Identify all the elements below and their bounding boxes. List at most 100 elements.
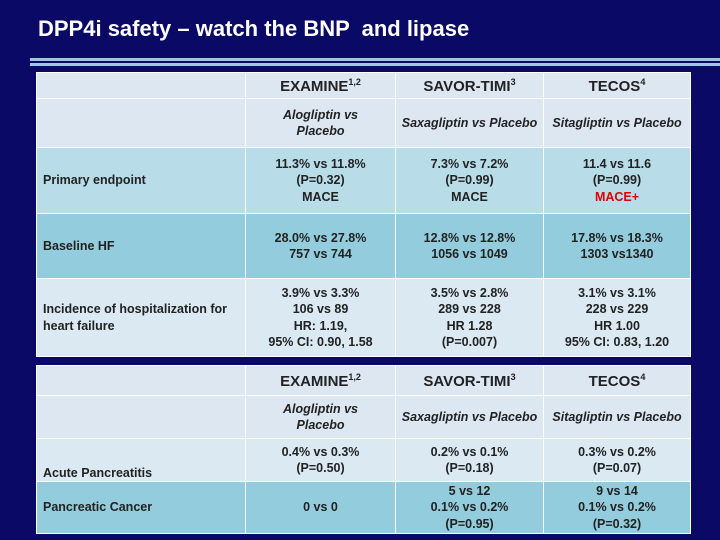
rule xyxy=(30,63,720,66)
cell-text: 1056 vs 1049 xyxy=(431,247,508,261)
cell: 3.9% vs 3.3% 106 vs 89 HR: 1.19, 95% CI: 0.… xyxy=(245,278,396,357)
cell-text: (P=0.50) xyxy=(296,461,345,475)
slide-title: DPP4i safety – watch the BNP and lipase xyxy=(38,16,470,41)
table: EXAMINE1,2 SAVOR-TIMI3 TECOS4 Alogliptin vs… xyxy=(36,72,691,357)
rule xyxy=(30,58,720,61)
cell-text: 3.5% vs 2.8% xyxy=(430,286,509,300)
row-label: Primary endpoint xyxy=(43,173,146,188)
cell: 11.4 vs 11.6 (P=0.99) MACE+ xyxy=(543,147,691,214)
row-label-cell: Baseline HF xyxy=(36,213,246,279)
row-label: Acute Pancreatitis xyxy=(43,465,153,480)
cell-text: 1303 vs1340 xyxy=(580,247,654,261)
cell: 3.1% vs 3.1% 228 vs 229 HR 1.00 95% CI: 0.8… xyxy=(543,278,691,357)
cell: 0.4% vs 0.3% (P=0.50) xyxy=(245,438,396,482)
cell-text: 28.0% vs 27.8% xyxy=(274,230,367,245)
cell-text: 12.8% vs 12.8% xyxy=(423,230,516,245)
cell-text: 11.4 vs 11.6 xyxy=(582,157,652,172)
cell-text: Placebo xyxy=(296,124,345,138)
header-label: EXAMINE xyxy=(280,372,349,390)
cell-text: 3.9% vs 3.3% xyxy=(281,286,360,300)
header-cell xyxy=(36,365,246,396)
row-label-cell xyxy=(36,98,246,148)
row: Incidence of hospitalization for heart f… xyxy=(36,278,691,357)
header-label: EXAMINE xyxy=(280,77,349,95)
cell-text: 0 vs 0 xyxy=(303,500,338,515)
cell-text: (P=0.18) xyxy=(445,461,494,475)
cell-text: 0.1% vs 0.2% xyxy=(578,500,656,515)
cell: Saxagliptin vs Placebo xyxy=(395,98,544,148)
row: Baseline HF 28.0% vs 27.8% 757 vs 744 12.8%… xyxy=(36,213,691,279)
header-cell: TECOS4 xyxy=(543,365,691,396)
cell-text: 0.4% vs 0.3% xyxy=(281,444,360,459)
row: Alogliptin vs Placebo Saxagliptin vs Place… xyxy=(36,98,691,148)
cell-text: 0.2% vs 0.1% xyxy=(430,444,509,459)
cell-text: 106 vs 89 xyxy=(292,302,349,317)
row: Pancreatic Cancer 0 vs 0 5 vs 12 0.1% vs 0.… xyxy=(36,481,691,534)
cell: 0 vs 0 xyxy=(245,481,396,534)
cell-text: (P=0.99) xyxy=(445,173,494,188)
cell: 28.0% vs 27.8% 757 vs 744 xyxy=(245,213,396,279)
header-label: SAVOR-TIMI xyxy=(423,77,511,95)
cell: Saxagliptin vs Placebo xyxy=(395,395,544,439)
cell: 5 vs 12 0.1% vs 0.2% (P=0.95) xyxy=(395,481,544,534)
cell: 7.3% vs 7.2% (P=0.99) MACE xyxy=(395,147,544,214)
cell-text: MACE+ xyxy=(594,189,640,204)
header-sup: 1,2 xyxy=(348,76,361,87)
cell: Alogliptin vs Placebo xyxy=(245,395,396,439)
cell-text: 289 vs 228 xyxy=(438,302,501,317)
header-cell: SAVOR-TIMI3 xyxy=(395,72,544,99)
cell: 17.8% vs 18.3% 1303 vs1340 xyxy=(543,213,691,279)
header-row: EXAMINE1,2 SAVOR-TIMI3 TECOS4 xyxy=(36,365,691,396)
row: Acute Pancreatitis 0.4% vs 0.3% (P=0.50) 0.… xyxy=(36,438,691,482)
header-sup: 4 xyxy=(640,76,646,87)
cell-text: 95% CI: 0.90, 1.58 xyxy=(268,334,373,349)
header-label: TECOS xyxy=(588,372,641,390)
cell: Alogliptin vs Placebo xyxy=(245,98,396,148)
header-cell: EXAMINE1,2 xyxy=(245,365,396,396)
cell-text: 95% CI: 0.83, 1.20 xyxy=(564,334,670,349)
cell-text: Sitagliptin vs Placebo xyxy=(552,409,682,424)
header-sup: 4 xyxy=(640,371,646,382)
cell-text: 3.1% vs 3.1% xyxy=(578,286,656,300)
cell-text: 7.3% vs 7.2% xyxy=(430,157,509,172)
header-cell: TECOS4 xyxy=(543,72,691,99)
header-row: EXAMINE1,2 SAVOR-TIMI3 TECOS4 xyxy=(36,72,691,99)
cell: 0.3% vs 0.2% (P=0.07) xyxy=(543,438,691,482)
row-label-cell: Incidence of hospitalization for heart f… xyxy=(36,278,246,357)
cell-text: (P=0.007) xyxy=(441,334,498,349)
cell-text: MACE xyxy=(451,189,488,204)
cell-text: (P=0.99) xyxy=(592,173,642,188)
row-label-cell: Acute Pancreatitis xyxy=(36,438,246,482)
row-label: Incidence of hospitalization for heart f… xyxy=(43,302,228,333)
cell-text: 0.1% vs 0.2% xyxy=(430,500,509,515)
cell-text: Placebo xyxy=(296,418,345,432)
table: EXAMINE1,2 SAVOR-TIMI3 TECOS4 Alogliptin vs… xyxy=(36,365,691,534)
header-label: SAVOR-TIMI xyxy=(423,372,511,390)
cell: 3.5% vs 2.8% 289 vs 228 HR 1.28 (P=0.007) xyxy=(395,278,544,357)
cell-text: HR 1.28 xyxy=(446,318,493,333)
cell-text: Alogliptin vs xyxy=(283,107,358,122)
header-sup: 1,2 xyxy=(348,371,361,382)
cell-text: Saxagliptin vs Placebo xyxy=(401,115,538,130)
cell-text: Alogliptin vs xyxy=(283,401,358,416)
header-cell: EXAMINE1,2 xyxy=(245,72,396,99)
cell-text: HR 1.00 xyxy=(594,318,640,333)
cell-text: Saxagliptin vs Placebo xyxy=(401,409,538,424)
cell-text: 11.3% vs 11.8% xyxy=(275,157,366,172)
row-label-cell xyxy=(36,395,246,439)
row-label-cell: Pancreatic Cancer xyxy=(36,481,246,534)
header-label: TECOS xyxy=(588,77,641,95)
row-label-cell: Primary endpoint xyxy=(36,147,246,214)
header-sup: 3 xyxy=(510,371,516,382)
cell: 0.2% vs 0.1% (P=0.18) xyxy=(395,438,544,482)
header-sup: 3 xyxy=(510,76,516,87)
header-cell: SAVOR-TIMI3 xyxy=(395,365,544,396)
header-cell xyxy=(36,72,246,99)
row: Primary endpoint 11.3% vs 11.8% (P=0.32) MA… xyxy=(36,147,691,214)
cell-text: (P=0.95) xyxy=(445,516,494,531)
row-label: Pancreatic Cancer xyxy=(43,500,153,515)
cell-text: Sitagliptin vs Placebo xyxy=(552,115,682,130)
row-label: Baseline HF xyxy=(43,238,115,253)
cell: 9 vs 14 0.1% vs 0.2% (P=0.32) xyxy=(543,481,691,534)
